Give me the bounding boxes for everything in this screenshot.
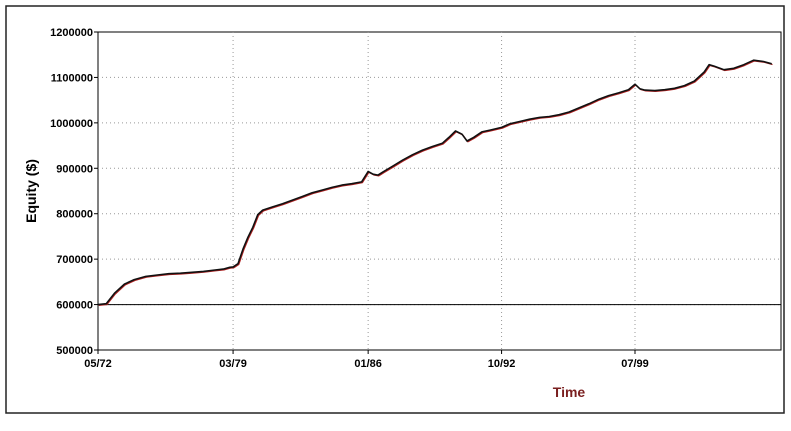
- x-axis-ticks: 05/72 03/79 01/86 10/92 07/99: [84, 350, 649, 370]
- y-axis-ticks: 500000 600000 700000 800000 900000 1000000 110…: [50, 27, 98, 357]
- x-tick-label: 01/86: [354, 358, 382, 370]
- plot-area: [97, 31, 782, 351]
- y-tick-label: 1000000: [50, 118, 93, 130]
- series-line: [97, 59, 772, 306]
- x-tick-label: 05/72: [84, 358, 112, 370]
- y-tick-label: 600000: [56, 300, 93, 312]
- y-axis-title: Equity ($): [23, 159, 39, 223]
- x-axis-title: Time: [553, 384, 586, 400]
- series-layer: [97, 59, 773, 306]
- x-tick-label: 07/99: [621, 358, 649, 370]
- x-tick-label: 03/79: [219, 358, 247, 370]
- y-tick-label: 500000: [56, 345, 93, 357]
- series-line-shadow: [98, 60, 773, 306]
- x-tick-label: 10/92: [488, 358, 516, 370]
- y-tick-label: 800000: [56, 209, 93, 221]
- y-tick-label: 700000: [56, 254, 93, 266]
- y-tick-label: 1200000: [50, 27, 93, 39]
- y-tick-label: 1100000: [51, 72, 93, 84]
- y-tick-label: 900000: [56, 163, 93, 175]
